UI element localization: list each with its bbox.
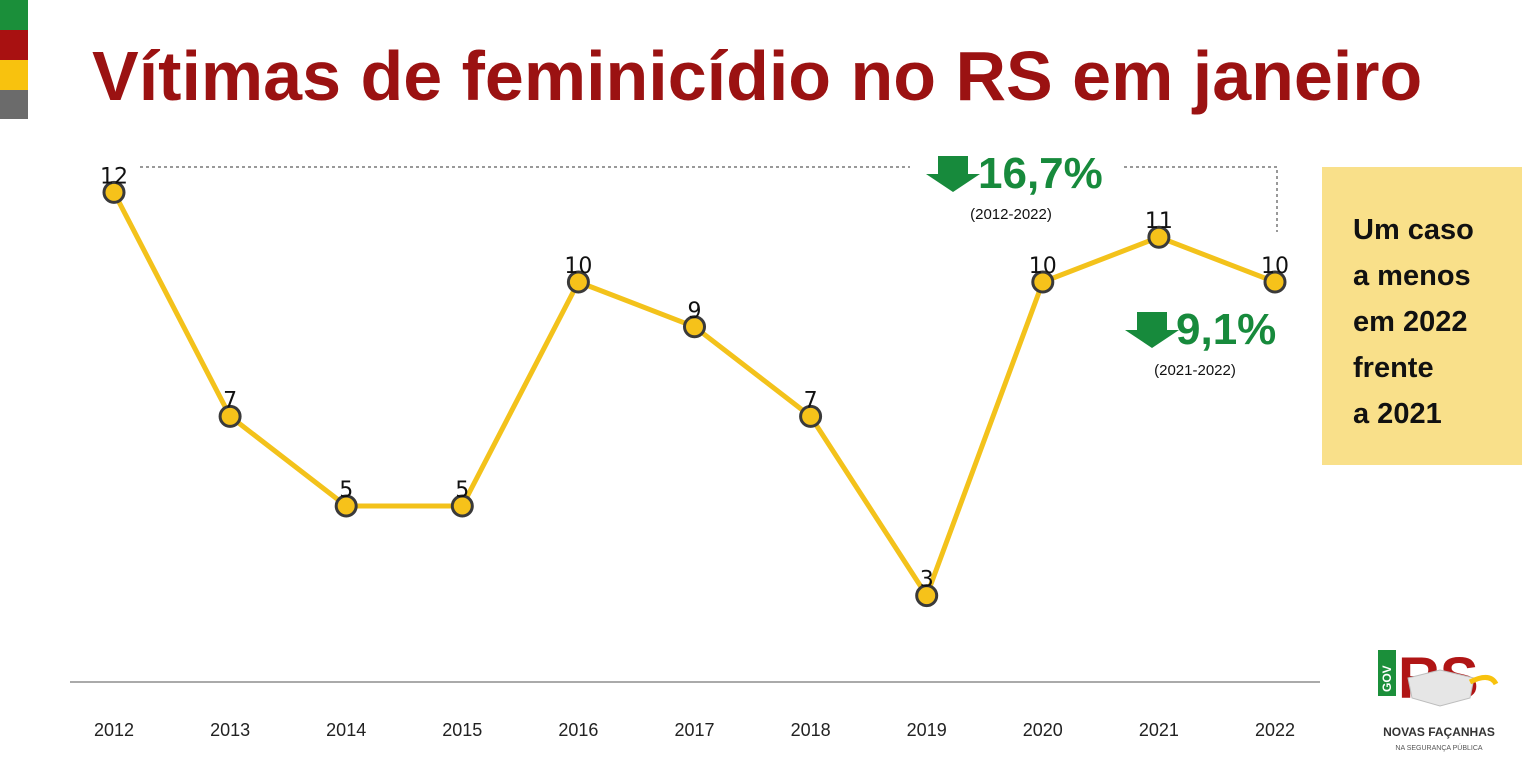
data-label-2013: 7: [223, 388, 237, 413]
annotation-year-change: 9,1% (2021-2022): [1125, 305, 1276, 379]
x-tick-label-2016: 2016: [558, 720, 598, 740]
data-label-2019: 3: [920, 568, 934, 593]
x-tick-label-2018: 2018: [791, 720, 831, 740]
data-point-2013: [218, 404, 242, 428]
callout-line: em 2022: [1353, 306, 1468, 338]
gov-rs-logo: GOV RS NOVAS FAÇANHAS NA SEGURANÇA PÚBLI…: [1378, 648, 1499, 752]
callout-line: Um caso: [1353, 214, 1474, 246]
data-point-2021: [1147, 225, 1171, 249]
data-point-2015: [450, 494, 474, 518]
flag-stripe-green: [0, 0, 28, 30]
flag-stripe-yellow: [0, 60, 28, 90]
data-label-2020: 10: [1029, 254, 1057, 279]
logo-gov-text: GOV: [1380, 665, 1394, 692]
data-point-2014: [334, 494, 358, 518]
annotation-total-change: 16,7% (2012-2022): [926, 149, 1103, 223]
data-point-2018: [799, 404, 823, 428]
x-tick-label-2022: 2022: [1255, 720, 1295, 740]
annotation-period: (2012-2022): [970, 206, 1052, 223]
data-label-2012: 12: [100, 164, 128, 189]
flag-stripe-red: [0, 30, 28, 60]
data-point-2020: [1031, 270, 1055, 294]
down-arrow-icon: [926, 156, 980, 192]
data-label-2017: 9: [688, 299, 702, 324]
data-label-2021: 11: [1145, 209, 1173, 234]
series-line: [111, 191, 1276, 599]
data-point-2022: [1263, 270, 1287, 294]
data-label-2015: 5: [455, 478, 469, 503]
data-label-2022: 10: [1261, 254, 1289, 279]
x-tick-label-2020: 2020: [1023, 720, 1063, 740]
data-point-2019: [915, 584, 939, 608]
data-point-2017: [683, 315, 706, 339]
logo-name-text: NOVAS FAÇANHAS: [1383, 725, 1495, 739]
data-label-2018: 7: [804, 388, 818, 413]
x-tick-label-2013: 2013: [210, 720, 250, 740]
logo-tagline-text: NA SEGURANÇA PÚBLICA: [1395, 743, 1482, 752]
callout-line: a menos: [1353, 260, 1471, 292]
line-chart: 12 7 5 5 10 9 7 3 10 11 10 2012 2013 2014 2015 2016 201…: [70, 149, 1320, 740]
x-tick-label-2015: 2015: [442, 720, 482, 740]
annotation-percent: 9,1%: [1176, 305, 1276, 354]
data-point-2012: [102, 180, 126, 204]
x-tick-label-2019: 2019: [907, 720, 947, 740]
down-arrow-icon: [1125, 312, 1179, 348]
flag-stripe-gray: [0, 90, 28, 119]
comparison-bracket-right: [1124, 166, 1278, 232]
annotation-percent: 16,7%: [978, 149, 1103, 198]
callout-line: a 2021: [1353, 398, 1442, 430]
data-point-2016: [566, 270, 590, 294]
annotation-period: (2021-2022): [1154, 362, 1236, 379]
data-label-2016: 10: [564, 254, 592, 279]
callout-box: Um caso a menos em 2022 frente a 2021: [1322, 167, 1522, 465]
chart-title: Vítimas de feminicídio no RS em janeiro: [92, 37, 1423, 115]
x-tick-label-2017: 2017: [674, 720, 714, 740]
x-tick-label-2014: 2014: [326, 720, 366, 740]
callout-line: frente: [1353, 352, 1434, 384]
data-label-2014: 5: [339, 478, 353, 503]
x-tick-label-2012: 2012: [94, 720, 134, 740]
x-tick-label-2021: 2021: [1139, 720, 1179, 740]
